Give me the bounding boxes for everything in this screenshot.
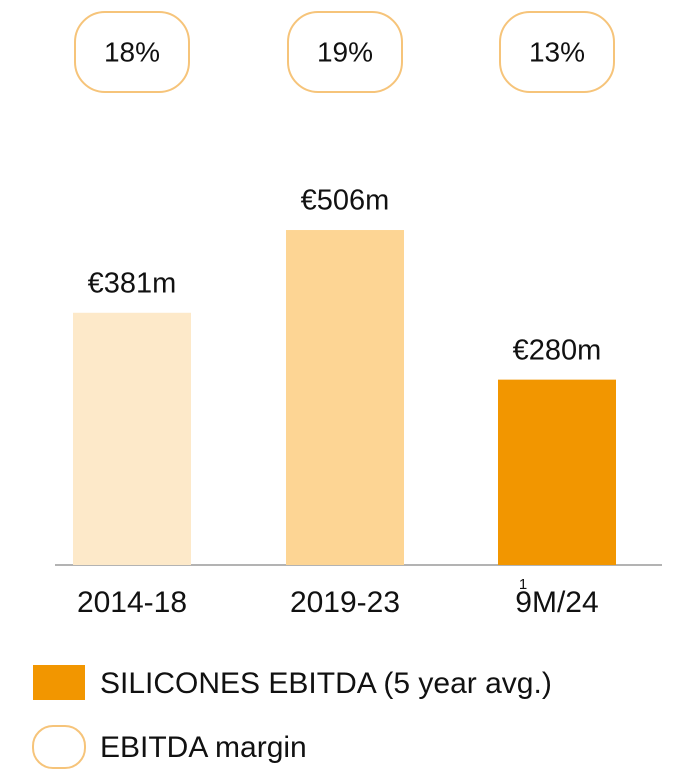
margin-pill <box>287 11 403 93</box>
value-label: €506m <box>301 185 390 217</box>
value-label: €381m <box>88 267 177 299</box>
legend-label: EBITDA margin <box>100 731 307 764</box>
legend-label: SILICONES EBITDA (5 year avg.) <box>100 667 552 700</box>
x-tick-label: 2014-18 <box>77 586 187 619</box>
margin-label: 18% <box>104 36 160 67</box>
margin-pill <box>499 11 615 93</box>
footnote-mark: 1 <box>519 576 527 593</box>
value-label: €280m <box>513 334 602 366</box>
margin-pill <box>74 11 190 93</box>
margin-label: 13% <box>529 36 585 67</box>
x-tick-label: 9M/24 <box>515 586 598 619</box>
bar <box>286 230 404 565</box>
x-tick-label: 2019-23 <box>290 586 400 619</box>
bar <box>498 379 616 565</box>
legend-swatch <box>32 725 86 769</box>
bar <box>73 312 191 565</box>
legend-swatch <box>33 665 85 700</box>
margin-label: 19% <box>317 36 373 67</box>
